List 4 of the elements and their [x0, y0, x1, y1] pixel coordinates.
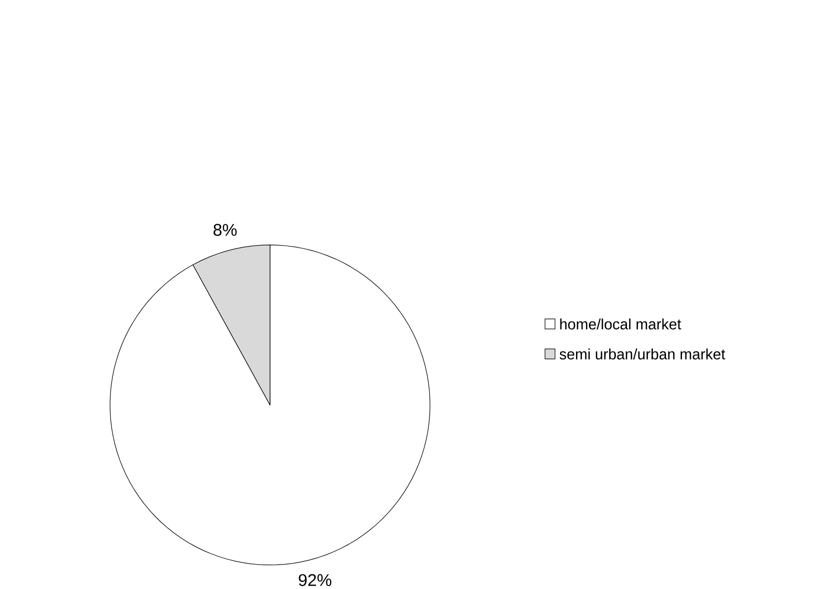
legend-label: semi urban/urban market — [560, 348, 726, 360]
legend-label: home/local market — [560, 318, 682, 330]
data-label: 8% — [214, 224, 237, 236]
data-label: 92% — [298, 574, 332, 586]
